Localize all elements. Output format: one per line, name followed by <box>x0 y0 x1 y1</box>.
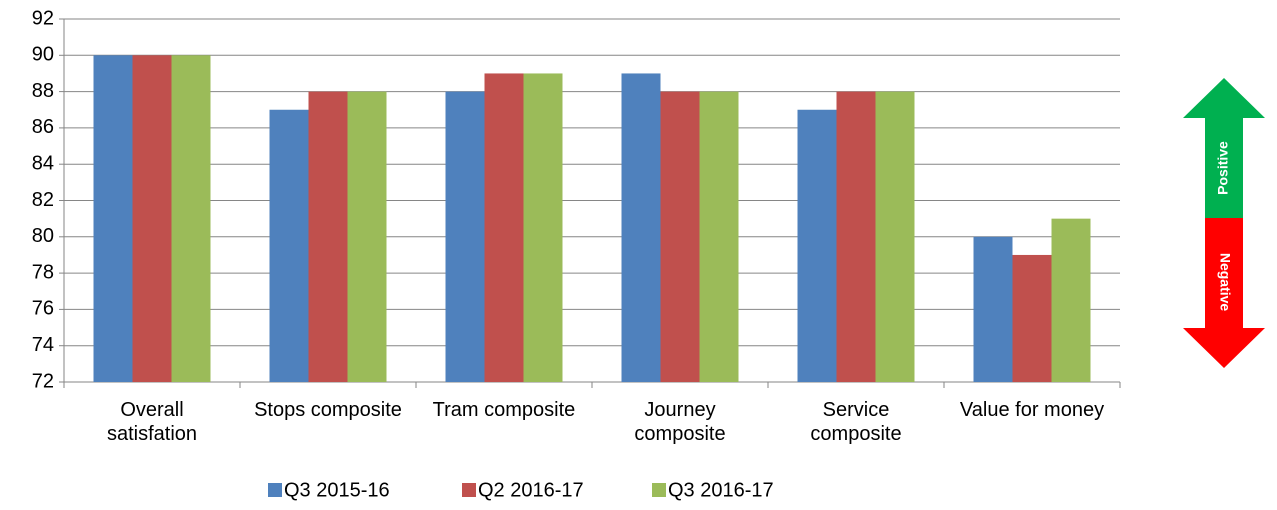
y-tick-label: 88 <box>32 80 54 102</box>
bar <box>171 55 211 383</box>
legend-swatch <box>652 483 666 497</box>
y-tick-label: 74 <box>32 334 54 356</box>
legend-label: Q3 2016-17 <box>668 479 774 501</box>
bar <box>1051 218 1091 382</box>
x-tick-label: Stops composite <box>254 399 402 421</box>
y-tick-label: 76 <box>32 298 54 320</box>
x-tick-label: Service composite <box>810 399 902 445</box>
positive-label: Positive <box>1215 141 1231 195</box>
negative-arrow <box>1183 218 1265 368</box>
bar <box>445 91 485 382</box>
bar <box>347 91 387 382</box>
bar <box>484 73 524 382</box>
x-tick-label: Tram composite <box>432 399 576 421</box>
y-tick-label: 82 <box>32 189 54 211</box>
bar <box>132 55 172 383</box>
negative-label: Negative <box>1217 253 1233 312</box>
x-tick-label: Value for money <box>959 399 1105 421</box>
bar <box>699 91 739 382</box>
bar <box>523 73 563 382</box>
bar <box>308 91 348 382</box>
y-tick-label: 80 <box>32 225 54 247</box>
legend-swatch <box>462 483 476 497</box>
legend-label: Q3 2015-16 <box>284 479 390 501</box>
x-tick-label: Journey composite <box>634 399 726 445</box>
bar <box>1012 254 1052 382</box>
y-tick-label: 78 <box>32 261 54 283</box>
y-tick-label: 86 <box>32 116 54 138</box>
bar <box>875 91 915 382</box>
bar <box>836 91 876 382</box>
y-tick-label: 84 <box>32 152 54 174</box>
bar <box>660 91 700 382</box>
bar <box>621 73 661 382</box>
x-tick-label: Overall satisfation <box>106 399 198 445</box>
y-tick-label: 92 <box>32 7 54 29</box>
bar <box>269 109 309 382</box>
y-tick-label: 72 <box>32 370 54 392</box>
y-tick-label: 90 <box>32 44 54 66</box>
bar <box>93 55 133 383</box>
bar <box>973 236 1013 382</box>
legend-swatch <box>268 483 282 497</box>
legend-label: Q2 2016-17 <box>478 479 584 501</box>
bar <box>797 109 837 382</box>
positive-arrow <box>1183 78 1265 218</box>
